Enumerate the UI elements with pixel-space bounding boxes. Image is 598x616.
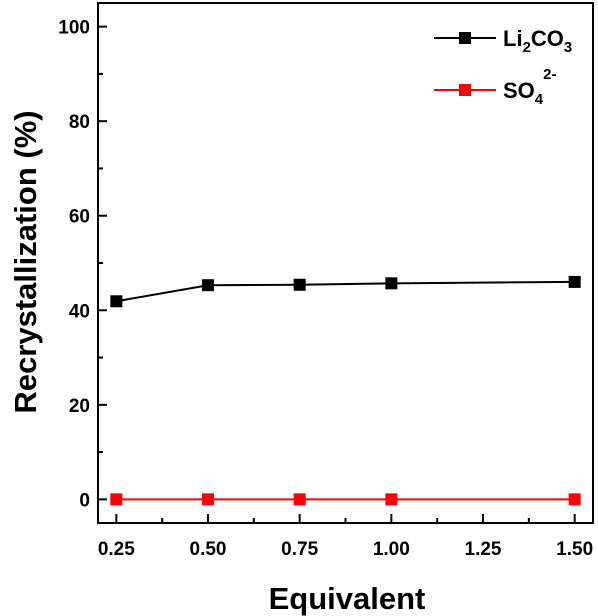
legend-item-1: Li2CO3: [434, 26, 572, 56]
legend-item-2: SO42-: [434, 66, 556, 108]
x-tick-label: 0.50: [190, 539, 227, 560]
x-axis-title: Equivalent: [269, 581, 426, 616]
data-point: [293, 493, 306, 506]
x-tick-label: 1.00: [373, 539, 410, 560]
y-tick-label: 100: [58, 18, 90, 39]
x-tick-label: 0.75: [281, 539, 318, 560]
legend-label: Li2CO3: [503, 26, 572, 56]
data-point: [110, 493, 123, 506]
data-point: [202, 493, 214, 506]
y-tick-label: 20: [69, 396, 90, 417]
x-tick-label: 1.25: [465, 539, 502, 560]
data-point: [385, 493, 398, 506]
legend-marker: [459, 32, 471, 44]
y-tick-label: 80: [69, 112, 90, 133]
data-point: [202, 279, 214, 292]
data-point: [568, 275, 581, 288]
y-tick-label: 40: [69, 301, 90, 322]
y-tick-label: 0: [79, 490, 90, 511]
x-tick-label: 0.25: [98, 539, 135, 560]
x-tick-label: 1.50: [556, 539, 593, 560]
data-point: [568, 493, 581, 506]
axes: 0.25 0.50 0.75 1.00 1.25 1.50 0 20 40 60 80 100: [58, 2, 594, 560]
y-axis-title: Recrystallization (%): [8, 110, 43, 413]
data-point: [385, 277, 398, 290]
legend: Li2CO3 SO42-: [434, 26, 572, 108]
series-group: [110, 275, 581, 506]
data-point: [110, 295, 123, 308]
data-point: [293, 278, 306, 291]
y-tick-label: 60: [69, 207, 90, 228]
legend-label: SO42-: [503, 66, 556, 108]
series-line: [116, 280, 575, 303]
legend-marker: [459, 84, 471, 96]
series-1: [110, 275, 581, 308]
series-2: [110, 493, 581, 506]
